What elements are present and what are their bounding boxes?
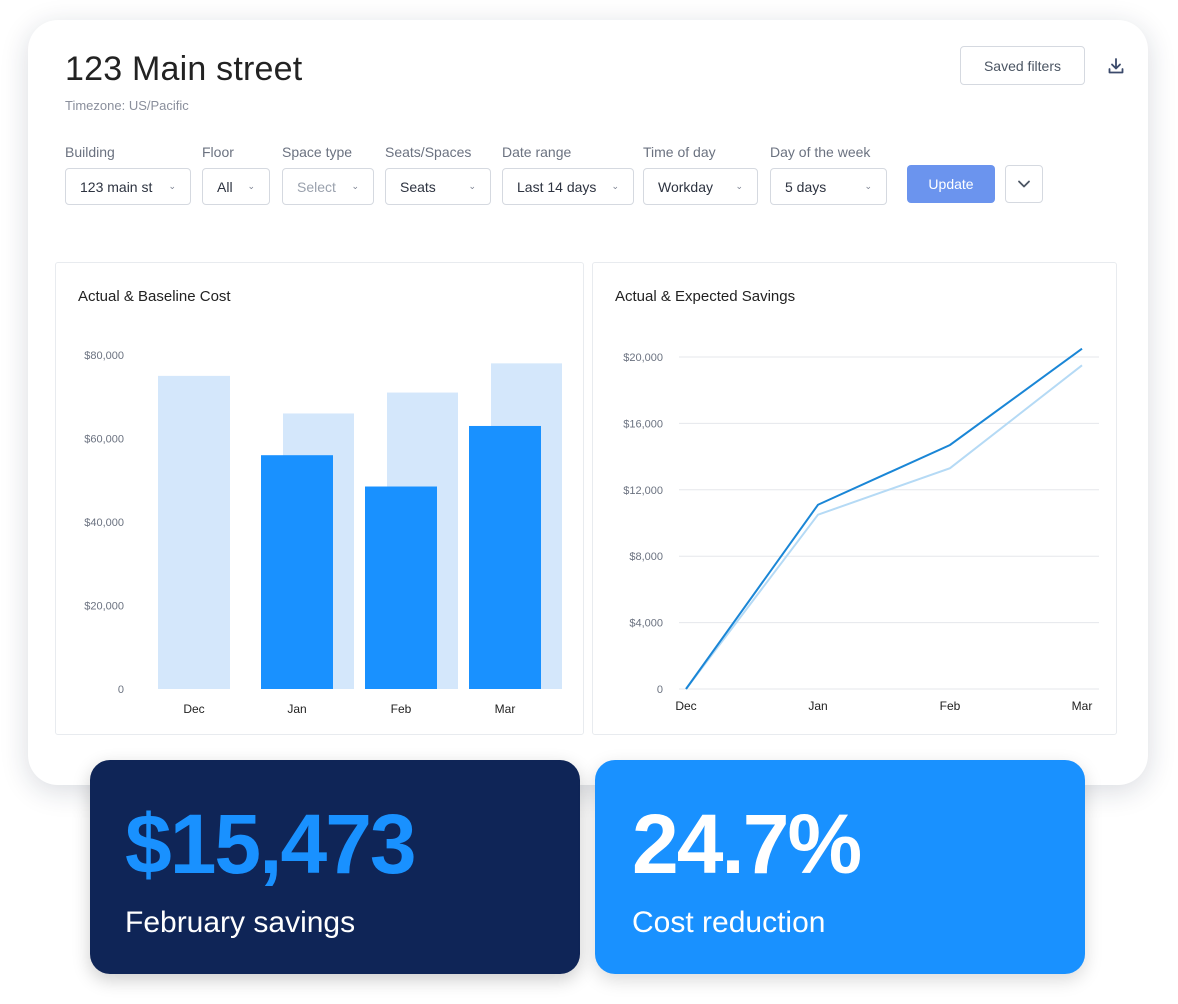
chevron-down-icon	[1018, 180, 1030, 188]
expand-filters-button[interactable]	[1005, 165, 1043, 203]
y-tick-label: $4,000	[629, 618, 663, 630]
filter-label: Building	[65, 144, 115, 160]
x-tick-label: Jan	[287, 702, 306, 716]
stat-value: $15,473	[125, 797, 417, 891]
expected-savings-line	[685, 364, 1083, 690]
stat-label: February savings	[125, 906, 356, 939]
select-value: 5 days	[785, 178, 827, 195]
actual-bar	[469, 425, 541, 689]
select-value: Last 14 days	[517, 178, 597, 195]
filter-label: Space type	[282, 144, 353, 160]
chart-title: Actual & Expected Savings	[615, 288, 796, 305]
update-button[interactable]: Update	[907, 165, 995, 203]
stat-label: Cost reduction	[632, 906, 826, 939]
cost-chart-panel: Actual & Baseline Cost 0 $20,000 $40,000 $6…	[55, 262, 584, 735]
cost-reduction-card: 24.7% Cost reduction	[595, 760, 1085, 974]
select-placeholder: Select	[297, 178, 336, 195]
chevron-down-icon: ⌄	[351, 181, 359, 191]
y-tick-label: 0	[657, 684, 663, 696]
select-value: Workday	[658, 178, 713, 195]
chart-title: Actual & Baseline Cost	[78, 288, 231, 305]
select-value: 123 main st	[80, 178, 153, 195]
download-icon-glyph	[1108, 58, 1124, 74]
x-tick-label: Mar	[1072, 699, 1093, 713]
chevron-down-icon: ⌄	[735, 181, 743, 191]
filter-date-range: Date range Last 14 days ⌄	[502, 144, 634, 205]
time-of-day-select[interactable]: Workday ⌄	[643, 168, 758, 205]
stat-value: 24.7%	[632, 797, 862, 891]
download-icon[interactable]	[1104, 54, 1128, 78]
dashboard-card: 123 Main street Timezone: US/Pacific Sav…	[28, 20, 1148, 785]
timezone-label: Timezone: US/Pacific	[65, 98, 189, 113]
day-of-week-select[interactable]: 5 days ⌄	[770, 168, 887, 205]
savings-line-chart: 0 $4,000 $8,000 $12,000 $16,000 $20,000 Dec Jan…	[623, 347, 1099, 713]
y-tick-label: 0	[118, 684, 124, 696]
space-type-select[interactable]: Select ⌄	[282, 168, 374, 205]
date-range-select[interactable]: Last 14 days ⌄	[502, 168, 634, 205]
chevron-down-icon: ⌄	[611, 181, 619, 191]
x-tick-label: Jan	[808, 699, 827, 713]
saved-filters-button[interactable]: Saved filters	[960, 46, 1085, 85]
filter-label: Time of day	[643, 144, 716, 160]
filter-building: Building 123 main st ⌄	[65, 144, 191, 205]
page-title: 123 Main street	[65, 50, 303, 88]
y-tick-label: $60,000	[84, 434, 124, 446]
filter-label: Seats/Spaces	[385, 144, 472, 160]
y-tick-label: $20,000	[623, 352, 663, 364]
x-tick-label: Dec	[675, 699, 696, 713]
y-tick-label: $20,000	[84, 601, 124, 613]
x-tick-label: Feb	[391, 702, 412, 716]
cost-bar-chart: 0 $20,000 $40,000 $60,000 $80,000 Dec Jan Feb Ma…	[84, 350, 562, 716]
y-tick-label: $40,000	[84, 517, 124, 529]
y-tick-label: $12,000	[623, 485, 663, 497]
select-value: All	[217, 178, 233, 195]
chevron-down-icon: ⌄	[247, 181, 255, 191]
x-tick-label: Feb	[940, 699, 961, 713]
savings-chart-panel: Actual & Expected Savings 0 $4,000 $8,000 $…	[592, 262, 1117, 735]
filter-space-type: Space type Select ⌄	[282, 144, 374, 205]
filter-label: Floor	[202, 144, 234, 160]
actual-bar	[365, 486, 437, 689]
filter-label: Day of the week	[770, 144, 871, 160]
x-tick-label: Dec	[183, 702, 204, 716]
y-tick-label: $80,000	[84, 350, 124, 362]
floor-select[interactable]: All ⌄	[202, 168, 270, 205]
chevron-down-icon: ⌄	[864, 181, 872, 191]
seats-spaces-select[interactable]: Seats ⌄	[385, 168, 491, 205]
baseline-bar	[158, 375, 230, 689]
filter-floor: Floor All ⌄	[202, 144, 270, 205]
actual-bar	[261, 455, 333, 689]
filter-day-of-week: Day of the week 5 days ⌄	[770, 144, 887, 205]
chevron-down-icon: ⌄	[468, 181, 476, 191]
x-tick-label: Mar	[495, 702, 516, 716]
chevron-down-icon: ⌄	[168, 181, 176, 191]
y-tick-label: $8,000	[629, 551, 663, 563]
filter-label: Date range	[502, 144, 572, 160]
february-savings-card: $15,473 February savings	[90, 760, 580, 974]
select-value: Seats	[400, 178, 436, 195]
filter-seats-spaces: Seats/Spaces Seats ⌄	[385, 144, 491, 205]
actual-savings-line	[685, 347, 1083, 690]
y-tick-label: $16,000	[623, 418, 663, 430]
filter-time-of-day: Time of day Workday ⌄	[643, 144, 758, 205]
building-select[interactable]: 123 main st ⌄	[65, 168, 191, 205]
